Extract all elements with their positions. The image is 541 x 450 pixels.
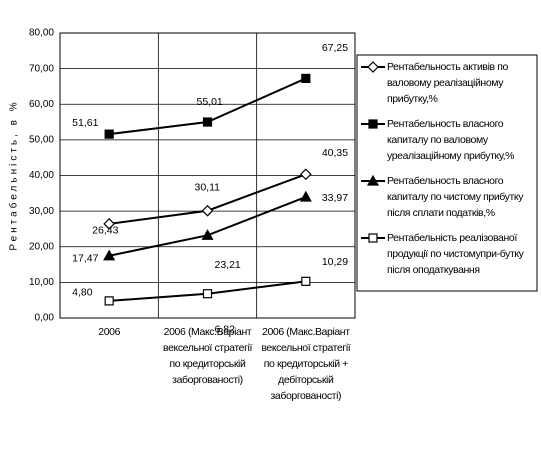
marker [104, 129, 114, 139]
marker [299, 190, 312, 202]
y-tick-label: 0,00 [35, 313, 55, 324]
plot-border [59, 32, 356, 319]
legend-marker [368, 233, 378, 243]
value-label: 10,29 [322, 256, 348, 268]
marker [104, 296, 114, 306]
legend-label: Рентабельность власного капиталу по чист… [387, 175, 524, 219]
y-tick-label: 40,00 [29, 170, 54, 181]
value-label: 55,01 [197, 96, 223, 108]
y-tick-label: 10,00 [29, 277, 54, 288]
marker [103, 249, 116, 261]
x-tick-label-box: 2006 [98, 326, 121, 338]
legend-label-box: Рентабельность активів по валовому реалі… [387, 61, 508, 105]
value-label: 6,82 [215, 323, 236, 335]
value-label: 23,21 [215, 259, 241, 271]
legend-item [361, 174, 385, 186]
marker [202, 117, 213, 127]
y-tick-label: 60,00 [29, 99, 54, 110]
legend-label: Рентабельность активів по валовому реалі… [387, 61, 508, 105]
y-tick-label: 30,00 [29, 206, 54, 217]
value-label: 67,25 [322, 42, 348, 54]
marker [201, 204, 214, 217]
value-label: 51,61 [72, 117, 98, 129]
legend-item [361, 61, 385, 73]
value-label: 40,35 [322, 147, 348, 159]
legend-item [361, 119, 385, 129]
legend-label-box: Рентабельность власного капиталу по вало… [387, 118, 515, 162]
y-tick-label: 70,00 [29, 63, 54, 74]
marker [202, 289, 213, 299]
legend-label-box: Рентабельность власного капиталу по чист… [387, 175, 524, 219]
legend-marker [367, 61, 379, 73]
marker [301, 73, 311, 84]
legend-marker [366, 174, 380, 186]
legend-label: Рентабельність реалізованої продукції по… [387, 232, 524, 276]
value-label: 4,80 [72, 287, 93, 299]
value-label: 17,47 [72, 253, 98, 265]
legend-marker [368, 119, 378, 129]
x-tick-label: 2006 [98, 326, 121, 338]
marker [301, 276, 311, 286]
legend-label-box: Рентабельність реалізованої продукції по… [387, 232, 524, 276]
x-tick-label-box: 2006 (Макс.Варіант вексельної стратегії … [261, 326, 351, 402]
value-label: 26,43 [92, 225, 118, 237]
value-label: 33,97 [322, 192, 348, 204]
y-tick-label: 80,00 [29, 28, 54, 39]
x-tick-label-box: 2006 (Макс.Варіант вексельної стратегії … [163, 326, 252, 386]
value-label: 30,11 [195, 182, 221, 194]
legend-box [356, 54, 538, 292]
y-tick-label: 50,00 [29, 135, 54, 146]
legend-item [361, 233, 385, 243]
x-tick-label: 2006 (Макс.Варіант вексельної стратегії … [261, 326, 351, 402]
legend-label: Рентабельность власного капиталу по вало… [387, 118, 515, 162]
marker [299, 168, 312, 181]
y-tick-label: 20,00 [29, 241, 54, 252]
marker [201, 229, 214, 240]
marker [103, 217, 116, 230]
y-axis-label: Рентабельність, в % [8, 99, 20, 250]
x-tick-label: 2006 (Макс.Варіант вексельної стратегії … [163, 326, 252, 386]
